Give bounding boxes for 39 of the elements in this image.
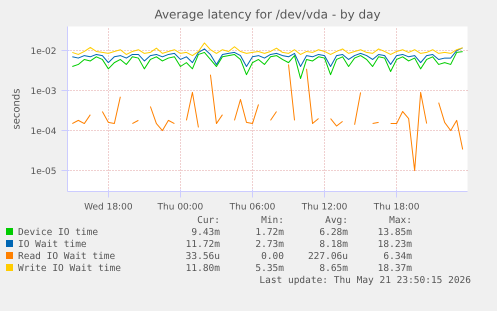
line-series bbox=[72, 47, 464, 67]
line-series bbox=[72, 51, 464, 80]
text: Min: bbox=[260, 215, 284, 227]
text: 6.28m bbox=[318, 227, 348, 239]
text: 2.73m bbox=[254, 239, 284, 251]
y-tick-label: 1e-04 bbox=[30, 127, 57, 138]
x-tick-label: Wed 18:00 bbox=[84, 202, 133, 212]
text: 18.23m bbox=[376, 239, 412, 251]
x-tick-label: Thu 12:00 bbox=[300, 202, 348, 212]
y-tick-label: 1e-02 bbox=[30, 47, 57, 58]
x-tick-label: Thu 06:00 bbox=[228, 202, 276, 212]
text: 0.00 bbox=[260, 251, 284, 263]
text: 8.65m bbox=[318, 263, 348, 275]
text: 5.35m bbox=[254, 263, 284, 275]
text: Max: bbox=[388, 215, 412, 227]
y-tick-label: 1e-03 bbox=[30, 87, 57, 98]
y-tick-label: 1e-05 bbox=[30, 167, 57, 178]
text: Cur: bbox=[196, 215, 220, 227]
text: Avg: bbox=[324, 215, 348, 227]
x-tick-label: Thu 18:00 bbox=[372, 202, 420, 212]
line-series bbox=[72, 42, 464, 56]
x-tick-label: Thu 00:00 bbox=[156, 202, 204, 212]
y-axis-title: seconds bbox=[12, 88, 23, 130]
text: 11.72m bbox=[184, 239, 220, 251]
legend-label: IO Wait time bbox=[18, 239, 88, 251]
legend-label: Read IO Wait time bbox=[18, 251, 116, 263]
chart-title: Average latency for /dev/vda - by day bbox=[154, 8, 381, 22]
text: 6.34m bbox=[382, 251, 412, 263]
text: 13.85m bbox=[376, 227, 412, 239]
text: 33.56u bbox=[184, 251, 220, 263]
text: 18.37m bbox=[376, 263, 412, 275]
text: 8.18m bbox=[318, 239, 348, 251]
text: 227.06u bbox=[306, 251, 348, 263]
legend-label: Device IO time bbox=[18, 227, 100, 239]
text: 1.72m bbox=[254, 227, 284, 239]
text: 11.80m bbox=[184, 263, 220, 275]
text: 9.43m bbox=[190, 227, 220, 239]
legend-label: Write IO Wait time bbox=[18, 263, 122, 275]
text: Last update: Thu May 21 23:50:15 2026 bbox=[258, 275, 471, 287]
